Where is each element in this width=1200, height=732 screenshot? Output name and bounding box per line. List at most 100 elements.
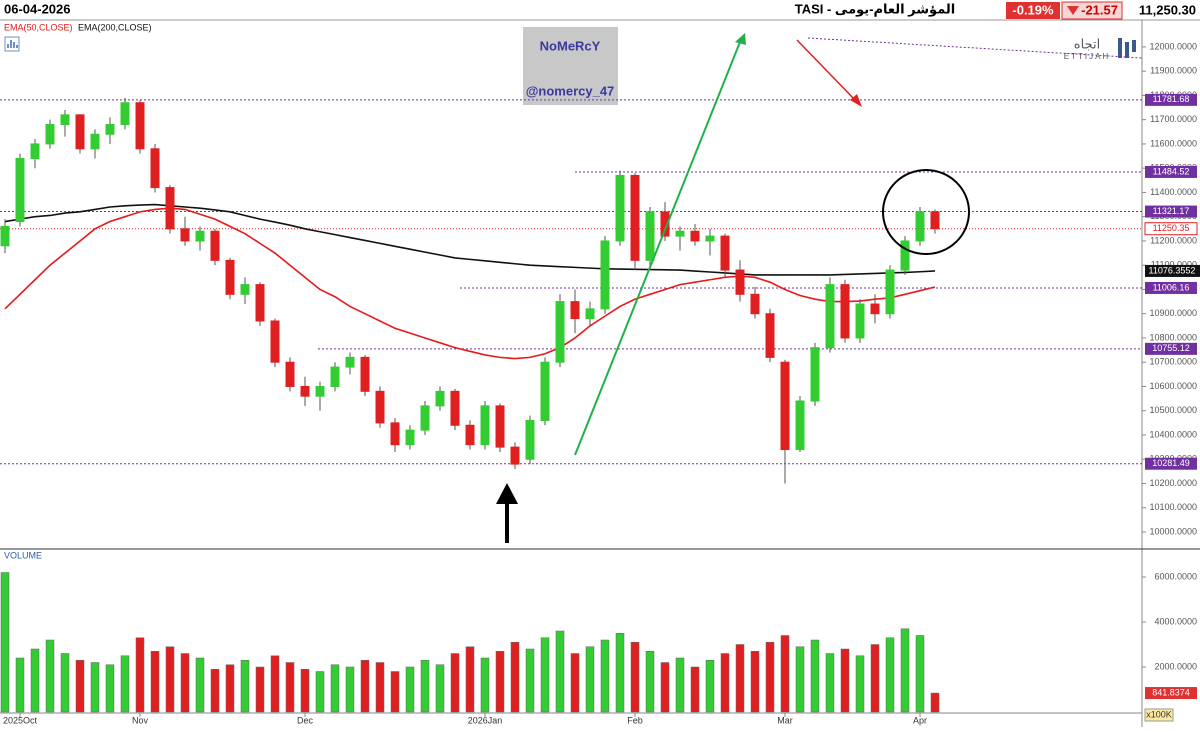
candle-body [30,143,40,159]
arrow-head [850,94,862,107]
ema-line [4,203,936,276]
level-label-box [1145,205,1197,218]
candle-body [645,211,655,261]
down-arrow [1067,6,1079,15]
candle-body [615,174,625,242]
volume-bar [750,651,760,713]
last-price: 11,250.30 [1139,2,1196,17]
candle-body [255,284,265,322]
candle-body [345,356,355,368]
y-tick-label: 2000.0000 [1154,661,1197,671]
candle-body [540,361,550,421]
volume-bar [840,648,850,713]
x-tick-label: 2026Jan [468,715,503,725]
candle-body [15,157,25,223]
volume-bar [645,651,655,713]
volume-bar [375,662,385,713]
candle-body [900,240,910,271]
watermark-box [523,27,618,105]
y-tick-label: 10400.0000 [1149,429,1197,439]
volume-title: VOLUME [4,550,42,560]
candle-body [150,148,160,189]
candle-body [720,235,730,271]
volume-bar [900,628,910,713]
candle-body [60,114,70,126]
volume-bar [555,630,565,713]
candle-body [870,303,880,315]
volume-bar [30,648,40,713]
candle-body [165,187,175,230]
candle-body [570,301,580,320]
level-label: 10755.12 [1152,343,1190,353]
candle-body [405,429,415,446]
volume-bar [690,666,700,713]
volume-bar [630,642,640,713]
volume-bar [405,666,415,713]
volume-bar [105,664,115,713]
volume-bar [300,669,310,713]
candle-body [510,446,520,465]
volume-bar [225,664,235,713]
level-label: 11006.16 [1153,282,1190,292]
y-tick-label: 10800.0000 [1149,332,1197,342]
candle-body [735,269,745,295]
logo-mark [1118,38,1122,58]
candle-body [195,230,205,242]
volume-bar [765,642,775,713]
symbol: TASI - المؤشر العام-يومى [795,1,956,17]
settings-icon[interactable] [4,36,20,52]
volume-bar [495,651,505,713]
y-tick-label: 10000.0000 [1149,526,1197,536]
candle-body [825,284,835,349]
arrow-head [735,33,746,45]
level-label-box [1145,93,1197,106]
volume-bar [675,657,685,713]
change: -21.57 [1081,2,1118,17]
candle-body [690,230,700,242]
candle-body [600,240,610,310]
candle-body [525,419,535,460]
volume-bar [510,642,520,713]
ema200-label: 11076.3552 [1149,265,1196,275]
volume-unit: x100K [1146,709,1172,719]
volume-bar [135,637,145,713]
candle-body [585,308,595,320]
volume-bar [705,660,715,713]
candle-body [780,361,790,451]
x-tick-label: Nov [132,715,149,725]
volume-bar [885,637,895,713]
y-tick-label: 11700.0000 [1150,114,1197,124]
ema-line [4,207,936,360]
volume-bar [585,646,595,713]
volume-bar [195,657,205,713]
volume-bar [825,653,835,713]
volume-bar [930,692,940,713]
x-tick-label: Dec [297,715,314,725]
candle-body [0,225,10,247]
volume-bar [465,646,475,713]
x-tick-label: Apr [913,715,927,725]
y-tick-label: 10900.0000 [1149,308,1197,318]
candle-body [270,320,280,363]
candle-body [105,124,115,135]
volume-bar [210,669,220,713]
volume-bar [435,664,445,713]
y-tick-label: 10200.0000 [1149,478,1197,488]
level-label-box [1145,281,1197,294]
y-tick-label: 11400.0000 [1150,187,1197,197]
candle-body [75,114,85,150]
volume-bar [285,662,295,713]
volume-bar [120,655,130,713]
volume-bar [600,639,610,713]
candle-body [465,424,475,446]
candle-body [120,102,130,126]
y-tick-label: 11900.0000 [1150,66,1197,76]
candle-body [750,293,760,315]
volume-bar [420,660,430,713]
trend-arrow-green [574,41,741,456]
level-label-box [1145,342,1197,355]
level-label: 11321.17 [1153,206,1190,216]
trend-arrow-red [796,39,856,101]
y-tick-label: 10600.0000 [1149,381,1197,391]
volume-bar [165,646,175,713]
